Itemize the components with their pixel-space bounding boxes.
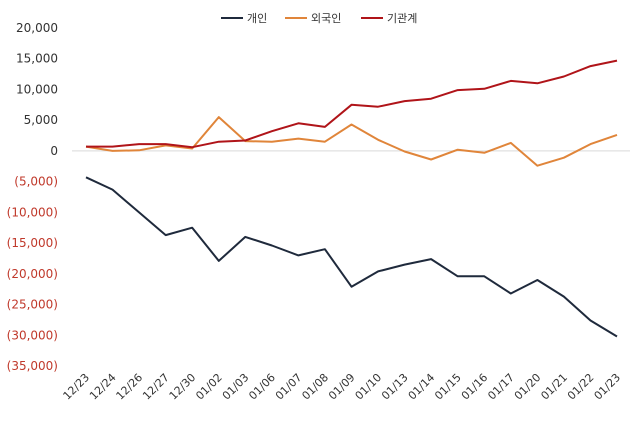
y-tick-label: 5,000 xyxy=(24,113,58,127)
y-tick-label: 15,000 xyxy=(16,52,58,66)
x-tick-label: 01/08 xyxy=(299,371,331,403)
y-tick-label: (30,000) xyxy=(7,328,58,342)
x-tick-label: 01/02 xyxy=(193,371,225,403)
x-tick-label: 12/24 xyxy=(87,371,119,403)
legend-label: 개인 xyxy=(247,12,267,25)
x-tick-label: 12/30 xyxy=(167,371,199,403)
legend-label: 외국인 xyxy=(311,12,341,25)
y-tick-label: (35,000) xyxy=(7,359,58,373)
x-tick-label: 01/09 xyxy=(326,371,358,403)
x-tick-label: 01/13 xyxy=(379,371,411,403)
y-tick-label: 20,000 xyxy=(16,21,58,35)
x-tick-label: 01/07 xyxy=(273,371,305,403)
x-tick-label: 01/03 xyxy=(220,371,252,403)
y-tick-label: (10,000) xyxy=(7,205,58,219)
x-tick-label: 01/23 xyxy=(592,371,624,403)
series-line-외국인 xyxy=(85,116,618,167)
x-axis: 12/2312/2412/2612/2712/3001/0201/0301/06… xyxy=(61,371,624,403)
x-tick-label: 01/22 xyxy=(565,371,597,403)
legend-label: 기관계 xyxy=(387,12,417,25)
series-line-기관계 xyxy=(86,59,618,149)
x-tick-label: 12/23 xyxy=(61,371,93,403)
x-tick-label: 01/14 xyxy=(406,371,438,403)
series-line-개인 xyxy=(85,176,618,338)
x-tick-label: 12/26 xyxy=(114,371,146,403)
chart-legend: 개인 외국인 기관계 xyxy=(221,12,417,25)
x-tick-label: 01/21 xyxy=(538,371,570,403)
y-tick-label: (20,000) xyxy=(7,267,58,281)
y-axis: 20,000 15,000 10,000 5,000 0 (5,000) (10,000) (… xyxy=(7,21,58,373)
x-tick-label: 01/16 xyxy=(459,371,491,403)
plot-area xyxy=(72,59,630,338)
x-tick-label: 01/15 xyxy=(432,371,464,403)
x-tick-label: 01/17 xyxy=(485,371,517,403)
x-tick-label: 01/20 xyxy=(512,371,544,403)
y-tick-label: 10,000 xyxy=(16,82,58,96)
x-tick-label: 01/10 xyxy=(353,371,385,403)
y-tick-label: 0 xyxy=(50,144,58,158)
y-tick-label: (15,000) xyxy=(7,236,58,250)
x-tick-label: 01/06 xyxy=(246,371,278,403)
y-tick-label: (25,000) xyxy=(7,298,58,312)
x-tick-label: 12/27 xyxy=(140,371,172,403)
y-tick-label: (5,000) xyxy=(14,175,58,189)
